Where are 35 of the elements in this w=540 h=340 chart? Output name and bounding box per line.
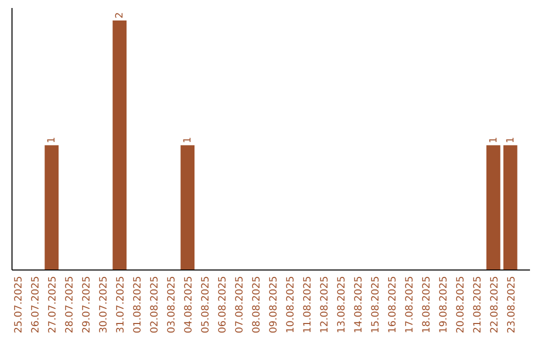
x-tick-label: 09.08.2025 bbox=[268, 276, 280, 334]
x-tick-label: 05.08.2025 bbox=[200, 276, 212, 334]
x-tick-label: 02.08.2025 bbox=[150, 276, 161, 334]
x-tick-label: 16.08.2025 bbox=[387, 276, 398, 334]
data-label: 2 bbox=[114, 12, 126, 18]
x-tick-label: 30.07.2025 bbox=[98, 276, 110, 334]
x-tick-label: 13.08.2025 bbox=[336, 276, 348, 334]
x-tick-label: 28.07.2025 bbox=[64, 276, 76, 334]
x-tick-label: 31.07.2025 bbox=[116, 276, 127, 334]
x-tick-label: 26.07.2025 bbox=[30, 276, 42, 334]
x-tick-label: 27.07.2025 bbox=[48, 276, 59, 334]
x-tick-label: 14.08.2025 bbox=[353, 276, 364, 334]
x-tick-label: 18.08.2025 bbox=[421, 276, 432, 334]
x-tick-label: 23.08.2025 bbox=[506, 276, 518, 334]
x-tick-label: 17.08.2025 bbox=[404, 276, 416, 334]
x-tick-label: 12.08.2025 bbox=[319, 276, 330, 334]
x-tick-label: 22.08.2025 bbox=[489, 276, 500, 334]
x-tick-label: 07.08.2025 bbox=[234, 276, 246, 334]
x-tick-label: 19.08.2025 bbox=[438, 276, 450, 334]
x-tick-label: 03.08.2025 bbox=[166, 276, 178, 334]
x-tick-label: 06.08.2025 bbox=[218, 276, 229, 334]
x-tick-label: 20.08.2025 bbox=[455, 276, 466, 334]
x-tick-label: 11.08.2025 bbox=[302, 276, 314, 334]
x-tick-label: 04.08.2025 bbox=[184, 276, 195, 334]
x-tick-label: 10.08.2025 bbox=[285, 276, 296, 334]
data-label: 1 bbox=[505, 136, 516, 144]
x-tick-label: 21.08.2025 bbox=[472, 276, 484, 334]
x-tick-label: 01.08.2025 bbox=[132, 276, 144, 334]
x-tick-label: 15.08.2025 bbox=[370, 276, 382, 334]
data-label: 1 bbox=[182, 136, 194, 144]
x-tick-label: 29.07.2025 bbox=[82, 276, 93, 334]
x-tick-label: 08.08.2025 bbox=[252, 276, 263, 334]
data-label: 1 bbox=[46, 136, 58, 144]
data-label: 1 bbox=[488, 136, 500, 144]
x-tick-label: 25.07.2025 bbox=[14, 276, 25, 334]
